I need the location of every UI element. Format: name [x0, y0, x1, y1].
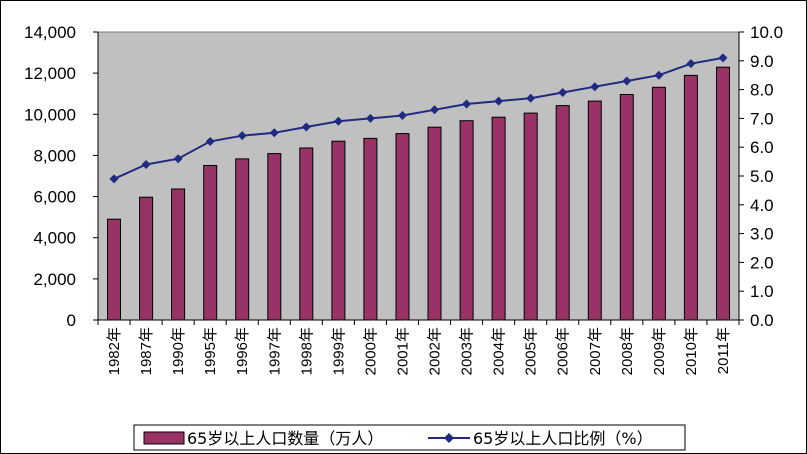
x-tick-label: 2001年: [394, 327, 411, 375]
bar-1999年: [331, 140, 346, 321]
line-point-2001年: [397, 111, 407, 121]
bar-1998年: [299, 147, 314, 321]
right-tick-label: 10.0: [750, 23, 783, 42]
line-point-2011年: [718, 53, 728, 63]
x-tick-label: 1999年: [330, 327, 347, 375]
bar-2010年: [683, 74, 698, 321]
left-tick-label: 10,000: [24, 105, 76, 124]
right-tick-label: 4.0: [750, 196, 774, 215]
bar-1996年: [235, 158, 250, 321]
left-tick-label: 12,000: [24, 64, 76, 83]
bar-2002年: [427, 126, 442, 321]
right-tick-label: 1.0: [750, 282, 774, 301]
x-tick-label: 2006年: [555, 327, 572, 375]
x-tick-label: 2010年: [683, 327, 700, 375]
bar-2009年: [651, 86, 666, 321]
line-series: [109, 53, 728, 184]
legend-line-marker: [444, 433, 454, 443]
legend-box: [133, 424, 686, 451]
legend-bar-swatch: [143, 431, 185, 445]
line-point-2008年: [622, 76, 632, 86]
bar-1987年: [139, 196, 154, 321]
bar-2003年: [459, 120, 474, 321]
line-point-2002年: [430, 105, 440, 115]
line-point-1996年: [237, 131, 247, 141]
left-tick-label: 0: [67, 311, 76, 330]
line-point-1987年: [141, 159, 151, 169]
line-point-1999年: [333, 116, 343, 126]
x-tick-label: 1990年: [170, 327, 187, 375]
x-tick-label: 1997年: [266, 327, 283, 375]
x-tick-label: 2007年: [587, 327, 604, 375]
left-tick-label: 2,000: [33, 270, 76, 289]
bar-2005年: [523, 112, 538, 321]
x-tick-label: 2009年: [651, 327, 668, 375]
line-point-2004年: [494, 96, 504, 106]
line-point-2007年: [590, 82, 600, 92]
axes: 0 2,000 4,000 6,000 8,000 10,000 12,000 14,000 0…: [24, 23, 783, 375]
left-tick-label: 8,000: [33, 146, 76, 165]
bar-2011年: [716, 66, 730, 321]
right-tick-label: 8.0: [750, 81, 774, 100]
right-tick-label: 3.0: [750, 225, 774, 244]
legend-bar-label: 65岁以上人口数量（万人）: [187, 429, 383, 448]
line-point-2010年: [686, 59, 696, 69]
bar-2001年: [395, 133, 410, 321]
right-tick-label: 2.0: [750, 253, 774, 272]
line-point-2009年: [654, 70, 664, 80]
bar-2006年: [555, 105, 570, 321]
x-tick-label: 1996年: [234, 327, 251, 375]
bar-1982年: [107, 218, 121, 321]
bar-1997年: [267, 153, 282, 321]
line-point-2003年: [462, 99, 472, 109]
line-point-2005年: [526, 93, 536, 103]
x-tick-label: 2008年: [619, 327, 636, 375]
x-tick-label: 2000年: [362, 327, 379, 375]
left-tick-label: 4,000: [33, 229, 76, 248]
right-tick-label: 6.0: [750, 138, 774, 157]
line-point-1982年: [109, 174, 119, 184]
x-tick-label: 2003年: [459, 327, 476, 375]
bar-1990年: [171, 188, 186, 321]
plot-area: [97, 31, 740, 321]
x-tick-label: 2004年: [491, 327, 508, 375]
legend-line-label: 65岁以上人口比例（%）: [473, 429, 653, 448]
right-tick-label: 9.0: [750, 52, 774, 71]
bar-2000年: [363, 137, 378, 321]
right-tick-label: 0.0: [750, 311, 774, 330]
line-point-1990年: [173, 154, 183, 164]
line-point-2000年: [365, 113, 375, 123]
right-tick-label: 5.0: [750, 167, 774, 186]
right-tick-label: 7.0: [750, 109, 774, 128]
x-tick-label: 1987年: [138, 327, 155, 375]
bar-1995年: [203, 165, 218, 321]
x-tick-label: 2005年: [523, 327, 540, 375]
bar-2007年: [587, 100, 602, 321]
left-tick-label: 6,000: [33, 188, 76, 207]
legend: 65岁以上人口数量（万人） 65岁以上人口比例（%）: [133, 424, 686, 451]
x-tick-label: 1982年: [106, 327, 123, 375]
left-tick-label: 14,000: [24, 23, 76, 42]
x-tick-label: 1998年: [298, 327, 315, 375]
line-path: [113, 56, 724, 180]
x-tick-label: 2002年: [427, 327, 444, 375]
line-point-1997年: [269, 128, 279, 138]
line-point-1998年: [301, 122, 311, 132]
x-tick-label: 1995年: [202, 327, 219, 375]
bar-2004年: [491, 116, 506, 321]
line-point-1995年: [205, 136, 215, 146]
line-point-2006年: [558, 87, 568, 97]
x-tick-label: 2011年: [715, 327, 732, 374]
bar-2008年: [619, 94, 634, 321]
